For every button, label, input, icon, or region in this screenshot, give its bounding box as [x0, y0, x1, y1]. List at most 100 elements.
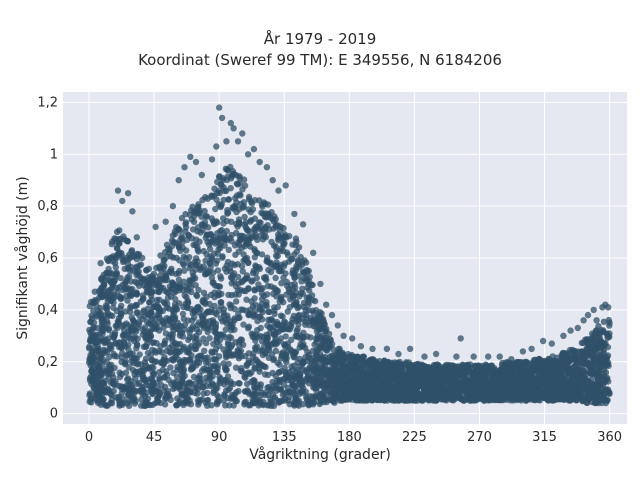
data-point [375, 396, 383, 403]
data-point [107, 286, 115, 293]
data-point [245, 350, 252, 357]
data-point [86, 398, 93, 405]
data-point [90, 319, 98, 326]
data-point [236, 241, 243, 248]
data-point [264, 335, 271, 342]
data-point [594, 358, 602, 365]
data-point [226, 235, 234, 242]
data-point [169, 342, 176, 349]
data-point [294, 359, 301, 366]
data-point [237, 367, 244, 374]
data-point [221, 242, 228, 249]
data-point [98, 293, 105, 301]
data-point [230, 402, 237, 409]
data-point [182, 219, 190, 226]
data-point [244, 387, 251, 394]
data-point [134, 361, 141, 368]
data-point [300, 303, 307, 311]
data-point [169, 323, 176, 331]
data-point [280, 341, 288, 348]
data-point [365, 359, 373, 366]
data-point [265, 308, 272, 315]
data-point [356, 388, 363, 395]
data-point [112, 236, 119, 243]
data-point [216, 336, 224, 344]
data-point [106, 353, 113, 361]
data-point [454, 378, 461, 385]
data-point [234, 181, 241, 188]
data-point [192, 266, 199, 273]
data-point [320, 359, 328, 366]
data-point [418, 362, 425, 369]
data-point [125, 392, 133, 399]
data-point [287, 374, 294, 382]
data-point [200, 247, 207, 255]
data-point [128, 247, 136, 254]
data-point [236, 174, 243, 182]
data-point [210, 387, 217, 395]
data-point [125, 346, 132, 353]
data-point [152, 278, 159, 285]
data-point [493, 379, 501, 386]
data-point [138, 396, 145, 403]
data-point [317, 325, 324, 332]
data-point [273, 247, 280, 254]
data-point [114, 251, 121, 258]
data-point [269, 392, 277, 399]
data-point [487, 389, 494, 396]
data-point [126, 308, 134, 315]
data-point [117, 305, 124, 312]
data-point [284, 325, 292, 332]
data-point [128, 328, 136, 335]
data-point [128, 314, 135, 321]
data-point [231, 203, 239, 211]
data-point [211, 220, 218, 227]
data-point [87, 337, 94, 344]
data-point [153, 296, 161, 304]
data-point [233, 208, 240, 216]
data-point [326, 353, 333, 361]
data-point [206, 335, 213, 342]
data-point [314, 312, 322, 320]
data-point [112, 264, 120, 271]
data-point [476, 385, 483, 393]
data-point [174, 319, 181, 326]
data-point [110, 374, 117, 381]
data-point [224, 341, 232, 348]
data-point [144, 395, 152, 402]
data-point [122, 361, 129, 368]
data-point [152, 399, 159, 407]
data-point [140, 307, 148, 314]
data-point [136, 262, 143, 269]
data-point [587, 370, 594, 377]
data-point [258, 251, 266, 258]
data-point [239, 268, 246, 275]
data-point [498, 371, 505, 378]
data-point [177, 247, 184, 254]
data-point [255, 225, 263, 232]
data-point [206, 260, 214, 267]
data-point [481, 377, 489, 384]
data-point [221, 187, 228, 195]
data-point [339, 362, 346, 369]
data-point [122, 386, 129, 393]
data-point [305, 354, 312, 361]
data-point [331, 363, 339, 370]
data-point [187, 283, 195, 291]
data-point [95, 337, 103, 344]
data-point [210, 279, 217, 286]
data-point [210, 340, 217, 348]
data-point [186, 397, 193, 404]
data-point [224, 166, 231, 173]
data-point [136, 318, 143, 326]
data-point [280, 241, 287, 249]
data-point [201, 347, 208, 354]
data-point [157, 252, 164, 259]
data-point [475, 378, 482, 385]
data-point [263, 299, 270, 306]
data-point [281, 375, 289, 383]
data-point [175, 276, 183, 283]
data-point [117, 311, 125, 318]
data-point [485, 382, 493, 390]
data-point [139, 391, 146, 398]
